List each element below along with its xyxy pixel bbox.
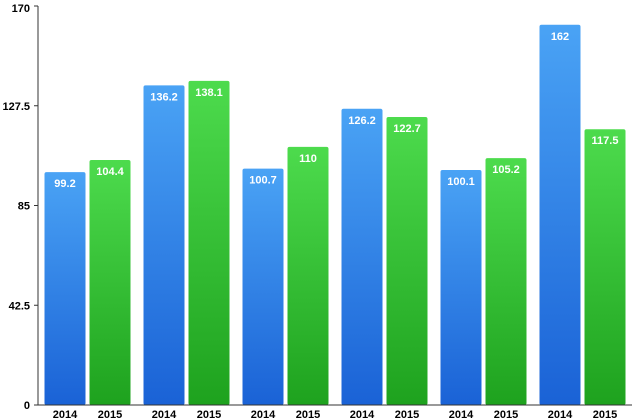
- bar-value-label: 126.2: [348, 115, 376, 127]
- bar-2014: [143, 85, 185, 405]
- y-tick-label: 42.5: [9, 300, 30, 312]
- bar-2015: [584, 129, 626, 405]
- bar-value-label: 110: [299, 153, 317, 165]
- x-tick-label: 2015: [98, 409, 122, 420]
- x-tick-label: 2014: [152, 409, 177, 420]
- bar-2014: [539, 24, 581, 406]
- bar-value-label: 136.2: [150, 91, 178, 103]
- x-tick-label: 2014: [251, 409, 276, 420]
- x-axis-ticks: 2014 2015 2014 2015 2014 2015 2014 2015 2014 2015…: [53, 409, 617, 420]
- data-labels: 99.2 104.4 136.2 138.1 100.7 110 126.2 122.7 100…: [54, 31, 618, 190]
- bar-value-label: 162: [551, 31, 569, 43]
- bar-2015: [89, 159, 131, 405]
- bar-2015: [386, 117, 428, 406]
- bar-2014: [440, 170, 482, 405]
- bar-value-label: 138.1: [195, 87, 223, 99]
- x-tick-label: 2015: [296, 409, 320, 420]
- bar-value-label: 105.2: [492, 164, 520, 176]
- y-axis-ticks: 0 42.5 85 127.5 170: [2, 3, 38, 412]
- x-tick-label: 2014: [548, 409, 573, 420]
- x-tick-label: 2015: [395, 409, 419, 420]
- bar-value-label: 104.4: [96, 166, 124, 178]
- x-tick-label: 2014: [350, 409, 375, 420]
- bar-2015: [188, 80, 230, 405]
- y-tick-label: 85: [18, 201, 30, 213]
- y-tick-label: 127.5: [2, 101, 30, 113]
- bar-2014: [341, 108, 383, 405]
- bar-value-label: 99.2: [54, 178, 75, 190]
- x-tick-label: 2015: [197, 409, 221, 420]
- x-tick-label: 2015: [494, 409, 518, 420]
- bar-2014: [242, 168, 284, 405]
- bar-value-label: 122.7: [393, 123, 421, 135]
- bars: [44, 24, 626, 406]
- y-tick-label: 0: [24, 400, 30, 412]
- bar-2015: [485, 158, 527, 405]
- x-tick-label: 2015: [593, 409, 617, 420]
- x-tick-label: 2014: [449, 409, 474, 420]
- bar-value-label: 100.1: [447, 176, 475, 188]
- bar-2015: [287, 146, 329, 405]
- bar-value-label: 117.5: [592, 135, 619, 147]
- y-tick-label: 170: [12, 3, 30, 15]
- x-tick-label: 2014: [53, 409, 78, 420]
- bar-value-label: 100.7: [249, 175, 277, 187]
- bar-2014: [44, 172, 86, 405]
